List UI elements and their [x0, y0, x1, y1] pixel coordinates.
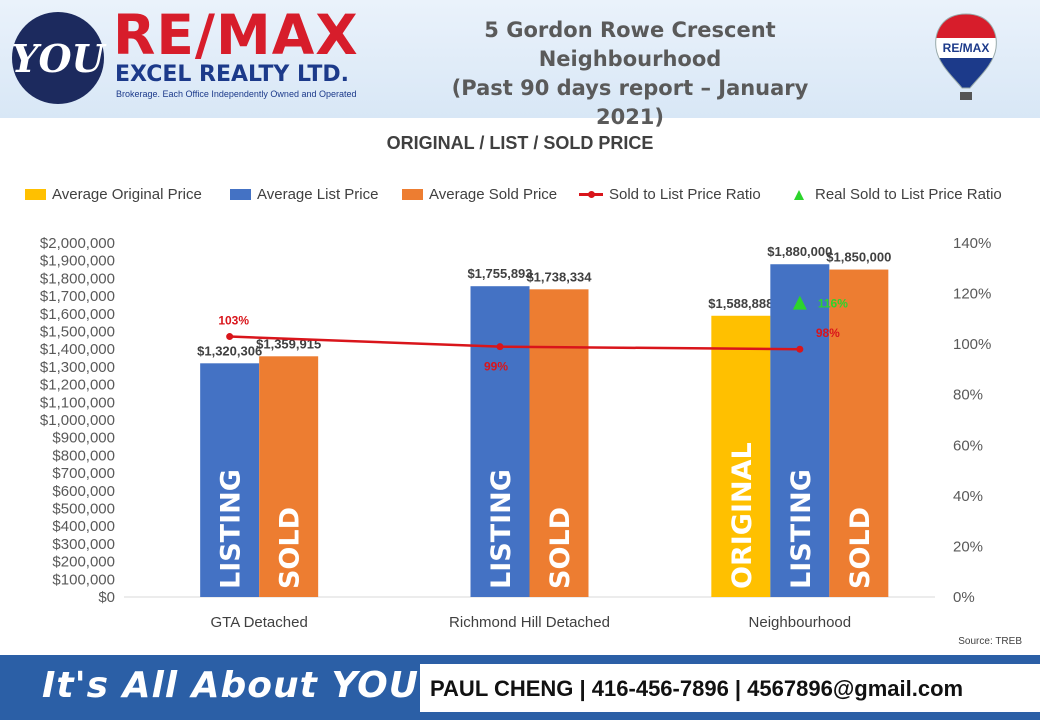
- brand-name: RE/MAX: [113, 3, 359, 67]
- footer-slogan: It's All About YOU: [42, 665, 420, 706]
- y-right-tick-label: 20%: [953, 538, 983, 555]
- legend-line-ratio: [579, 191, 603, 198]
- y-left-tick-label: $700,000: [52, 465, 115, 482]
- legend-triangle-real-ratio: [794, 189, 804, 200]
- bar-value-label: $1,320,306: [197, 343, 262, 358]
- y-left-tick-label: $900,000: [52, 430, 115, 447]
- bar-inner-label: LISTING: [216, 469, 247, 589]
- bar-listing: [470, 286, 530, 597]
- bar-inner-label: SOLD: [545, 507, 576, 589]
- y-left-tick-label: $1,600,000: [40, 306, 115, 323]
- report-title-line-3: (Past 90 days report – January 2021): [451, 76, 809, 129]
- real-ratio-label: 116%: [818, 297, 848, 311]
- bar-inner-label: ORIGINAL: [727, 442, 758, 589]
- legend-swatch-list: [230, 189, 251, 200]
- y-left-tick-label: $1,200,000: [40, 377, 115, 394]
- y-left-tick-label: $1,800,000: [40, 270, 115, 287]
- y-right-tick-label: 80%: [953, 387, 983, 404]
- bar-inner-label: LISTING: [486, 469, 517, 589]
- bar-inner-label: SOLD: [275, 507, 306, 589]
- bar-sold: [829, 269, 889, 597]
- report-title-line-2: Neighbourhood: [538, 47, 722, 71]
- remax-brand: RE/MAX EXCEL REALTY LTD. Brokerage. Each…: [113, 6, 393, 99]
- legend-swatch-sold: [402, 189, 423, 200]
- y-right-tick-label: 120%: [953, 286, 991, 303]
- contact-box: PAUL CHENG | 416-456-7896 | 4567896@gmai…: [420, 664, 1040, 712]
- ratio-label: 98%: [816, 326, 840, 340]
- y-left-tick-label: $1,100,000: [40, 394, 115, 411]
- y-left-tick-label: $1,300,000: [40, 359, 115, 376]
- legend-item-sold: Average Sold Price: [402, 186, 557, 203]
- y-left-tick-label: $1,700,000: [40, 288, 115, 305]
- legend-item-real-ratio: Real Sold to List Price Ratio: [787, 186, 1002, 203]
- y-left-tick-label: $0: [98, 589, 115, 606]
- legend-swatch-original: [25, 189, 46, 200]
- bar-sold: [529, 289, 589, 597]
- bar-value-label: $1,588,888: [708, 296, 773, 311]
- real-ratio-marker: [792, 295, 807, 310]
- ratio-label: 103%: [218, 314, 249, 328]
- header-banner: YOU RE/MAX EXCEL REALTY LTD. Brokerage. …: [0, 0, 1040, 129]
- bar-original: [711, 315, 771, 597]
- bar-value-label: $1,755,893: [467, 266, 532, 281]
- price-chart: $0$100,000$200,000$300,000$400,000$500,0…: [40, 235, 991, 631]
- y-left-tick-label: $1,900,000: [40, 253, 115, 270]
- bar-sold: [259, 356, 319, 597]
- balloon-label: RE/MAX: [943, 41, 990, 55]
- chart-legend: Average Original Price Average List Pric…: [0, 186, 1040, 206]
- y-left-tick-label: $500,000: [52, 501, 115, 518]
- source-note: Source: TREB: [958, 636, 1022, 647]
- footer-banner: It's All About YOU PAUL CHENG | 416-456-…: [0, 655, 1040, 720]
- legend-label-list: Average List Price: [257, 186, 379, 203]
- y-right-tick-label: 0%: [953, 589, 975, 606]
- bar-listing: [200, 363, 260, 597]
- y-right-tick-label: 60%: [953, 437, 983, 454]
- legend-label-sold: Average Sold Price: [429, 186, 558, 203]
- bar-inner-label: SOLD: [845, 507, 876, 589]
- bar-value-label: $1,880,000: [767, 244, 832, 259]
- chart-title: ORIGINAL / LIST / SOLD PRICE: [386, 133, 654, 153]
- ratio-point: [226, 333, 234, 341]
- x-tick-label: GTA Detached: [211, 614, 308, 631]
- ratio-label: 99%: [484, 360, 508, 374]
- y-left-tick-label: $1,000,000: [40, 412, 115, 429]
- remax-balloon-icon: RE/MAX: [935, 13, 997, 100]
- brand-tagline: Brokerage. Each Office Independently Own…: [116, 89, 357, 99]
- bar-value-label: $1,850,000: [826, 250, 891, 265]
- legend-label-real-ratio: Real Sold to List Price Ratio: [815, 186, 1002, 203]
- report-title: 5 Gordon Rowe Crescent Neighbourhood (Pa…: [420, 16, 840, 132]
- y-right-tick-label: 40%: [953, 488, 983, 505]
- contact-info: PAUL CHENG | 416-456-7896 | 4567896@gmai…: [430, 676, 964, 701]
- y-right-tick-label: 140%: [953, 235, 991, 252]
- you-logo: YOU: [11, 12, 105, 104]
- x-tick-label: Richmond Hill Detached: [449, 614, 610, 631]
- y-right-tick-label: 100%: [953, 336, 991, 353]
- ratio-point: [496, 343, 504, 351]
- y-left-tick-label: $600,000: [52, 483, 115, 500]
- y-left-tick-label: $400,000: [52, 518, 115, 535]
- legend-item-ratio: Sold to List Price Ratio: [579, 186, 761, 203]
- legend-label-ratio: Sold to List Price Ratio: [609, 186, 761, 203]
- y-left-tick-label: $2,000,000: [40, 235, 115, 252]
- brand-subtitle: EXCEL REALTY LTD.: [115, 62, 350, 87]
- bar-value-label: $1,738,334: [526, 269, 592, 284]
- y-left-tick-label: $100,000: [52, 571, 115, 588]
- y-left-tick-label: $1,500,000: [40, 324, 115, 341]
- y-left-tick-label: $800,000: [52, 447, 115, 464]
- ratio-point: [796, 345, 804, 353]
- y-left-tick-label: $300,000: [52, 536, 115, 553]
- report-title-line-1: 5 Gordon Rowe Crescent: [484, 18, 776, 42]
- legend-item-list: Average List Price: [230, 186, 378, 203]
- bar-inner-label: LISTING: [786, 469, 817, 589]
- x-tick-label: Neighbourhood: [749, 614, 852, 631]
- y-left-tick-label: $1,400,000: [40, 341, 115, 358]
- bar-listing: [770, 264, 830, 597]
- y-left-tick-label: $200,000: [52, 554, 115, 571]
- legend-item-original: Average Original Price: [25, 186, 202, 203]
- legend-label-original: Average Original Price: [52, 186, 202, 203]
